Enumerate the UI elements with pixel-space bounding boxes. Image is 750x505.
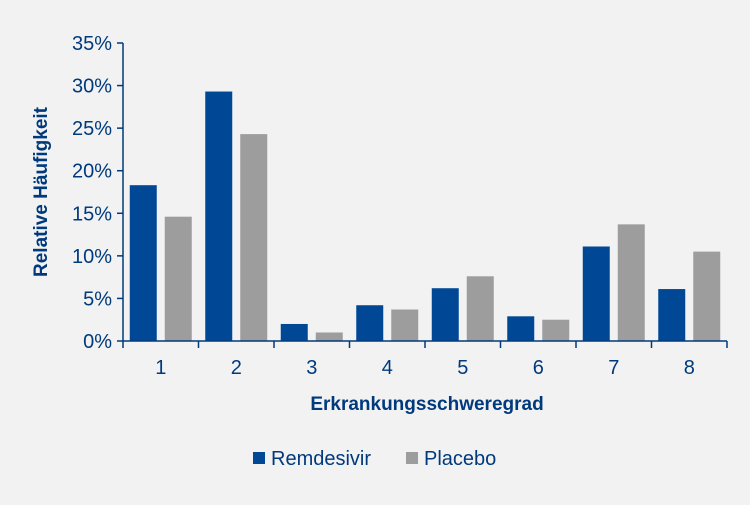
y-tick-label: 30% [72,76,112,98]
bar-placebo-3 [315,332,343,341]
bars-group [129,91,721,341]
y-tick-label: 20% [72,161,112,183]
bar-placebo-5 [466,276,494,341]
bar-placebo-6 [542,319,570,341]
bar-placebo-7 [617,224,645,341]
x-tick-label: 7 [608,357,619,379]
y-axis-title: Relative Häufigkeit [31,106,52,277]
legend: Remdesivir Placebo [253,448,496,470]
bar-remdesivir-1 [129,185,157,341]
x-tick-label: 2 [231,357,242,379]
y-ticks-group: 0% 5% 10% 15% 20% 25% 30% 35% [72,33,123,353]
bar-remdesivir-2 [205,91,233,341]
legend-swatch-placebo [406,452,418,464]
bar-placebo-1 [164,216,192,341]
bar-remdesivir-4 [356,305,384,341]
x-tick-label: 3 [306,357,317,379]
x-tick-label: 1 [155,357,166,379]
y-tick-label: 15% [72,203,112,225]
y-tick-label: 5% [83,288,112,310]
legend-label-placebo: Placebo [424,448,496,470]
x-tick-label: 4 [382,357,393,379]
bar-placebo-2 [240,134,268,341]
legend-swatch-remdesivir [253,452,265,464]
y-tick-label: 0% [83,331,112,353]
bar-placebo-4 [391,309,419,341]
x-tick-label: 8 [684,357,695,379]
bar-remdesivir-7 [582,246,610,341]
x-tick-label: 6 [533,357,544,379]
bar-placebo-8 [693,251,721,341]
x-ticks-group: 1 2 3 4 5 6 7 8 [122,341,728,379]
bar-remdesivir-5 [431,288,459,341]
bar-remdesivir-3 [280,323,308,341]
x-tick-label: 5 [457,357,468,379]
y-tick-label: 10% [72,246,112,268]
bar-remdesivir-8 [658,289,686,341]
x-axis-title: Erkrankungsschweregrad [310,394,543,415]
bar-remdesivir-6 [507,316,535,341]
y-tick-label: 35% [72,33,112,55]
y-tick-label: 25% [72,118,112,140]
legend-label-remdesivir: Remdesivir [271,448,371,470]
